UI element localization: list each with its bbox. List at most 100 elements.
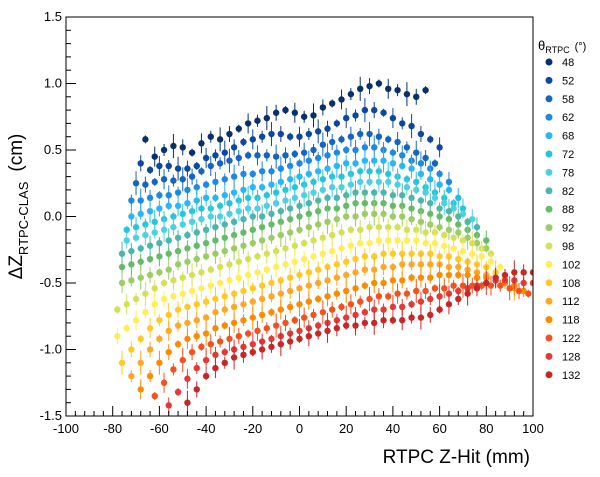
data-point: [371, 279, 378, 287]
data-point: [216, 160, 224, 167]
data-point: [375, 168, 383, 175]
data-point: [268, 168, 275, 175]
data-point: [268, 335, 275, 343]
legend-marker: [545, 205, 553, 213]
data-point: [375, 178, 383, 186]
data-point: [174, 322, 182, 329]
data-point: [137, 258, 144, 265]
data-point: [371, 106, 378, 114]
data-point: [137, 359, 144, 366]
data-point: [361, 253, 369, 260]
data-point: [352, 112, 359, 119]
data-point: [258, 346, 266, 353]
data-point: [422, 154, 429, 162]
data-point: [389, 277, 397, 284]
data-point: [445, 301, 453, 308]
data-point: [371, 157, 378, 164]
data-point: [296, 160, 303, 167]
data-point: [352, 269, 359, 276]
data-point: [198, 215, 205, 223]
data-point: [174, 189, 182, 196]
data-point: [389, 263, 397, 271]
data-point: [170, 177, 177, 184]
data-point: [230, 218, 238, 226]
data-point: [343, 114, 350, 122]
legend-label: 82: [562, 186, 574, 198]
data-point: [459, 282, 467, 289]
data-point: [305, 130, 313, 138]
data-point: [445, 207, 453, 215]
data-point: [389, 303, 397, 311]
data-point: [151, 301, 158, 308]
data-point: [357, 130, 364, 138]
data-point: [399, 202, 406, 210]
data-point: [328, 100, 336, 107]
legend-label: 132: [562, 370, 580, 382]
data-point: [207, 133, 214, 140]
data-point: [174, 261, 182, 268]
data-point: [221, 293, 228, 300]
data-point: [156, 269, 163, 276]
data-point: [459, 247, 467, 255]
data-point: [469, 250, 476, 257]
data-point: [422, 86, 429, 94]
data-point: [160, 176, 168, 183]
data-point: [151, 178, 158, 186]
data-point: [286, 303, 294, 311]
data-point: [403, 237, 411, 244]
data-point: [511, 269, 518, 276]
data-point: [403, 290, 411, 297]
data-point: [132, 295, 140, 303]
data-point: [268, 130, 275, 138]
data-point: [473, 274, 481, 281]
data-point: [114, 333, 121, 340]
data-point: [324, 125, 331, 132]
data-point: [371, 189, 378, 196]
data-point: [366, 239, 373, 247]
data-point: [361, 106, 369, 114]
data-point: [389, 202, 397, 210]
data-point: [473, 285, 481, 292]
data-point: [296, 133, 303, 140]
data-point: [459, 205, 467, 212]
data-point: [324, 218, 331, 226]
data-point: [249, 285, 256, 292]
data-point: [268, 293, 275, 300]
plot-marks: [114, 76, 533, 415]
data-point: [399, 317, 406, 324]
data-point: [459, 210, 467, 218]
legend-marker: [545, 352, 553, 360]
data-point: [408, 165, 415, 172]
data-point: [151, 218, 158, 226]
data-point: [179, 274, 186, 281]
data-point: [146, 242, 154, 249]
data-point: [193, 162, 200, 170]
data-point: [170, 293, 177, 300]
data-point: [156, 253, 163, 260]
series-108: [118, 241, 509, 375]
y-axis-title-sub: RTPC-CLAS: [16, 181, 31, 255]
data-point: [184, 303, 191, 311]
data-point: [441, 242, 448, 249]
data-point: [202, 154, 210, 162]
data-point: [198, 205, 205, 212]
legend-marker: [545, 76, 553, 84]
data-point: [165, 162, 172, 170]
data-point: [459, 237, 467, 244]
data-point: [240, 215, 247, 223]
data-point: [142, 290, 149, 297]
data-point: [212, 194, 219, 202]
data-point: [216, 263, 224, 271]
data-point: [230, 290, 238, 297]
data-point: [296, 271, 303, 279]
y-tick-label: -1.5: [40, 408, 62, 423]
legend-marker: [545, 260, 553, 268]
data-point: [408, 205, 415, 212]
data-point: [431, 239, 439, 247]
data-point: [450, 234, 457, 241]
data-point: [202, 194, 210, 202]
data-point: [422, 189, 429, 196]
data-point: [230, 303, 238, 311]
data-point: [137, 197, 144, 204]
data-point: [263, 266, 271, 273]
